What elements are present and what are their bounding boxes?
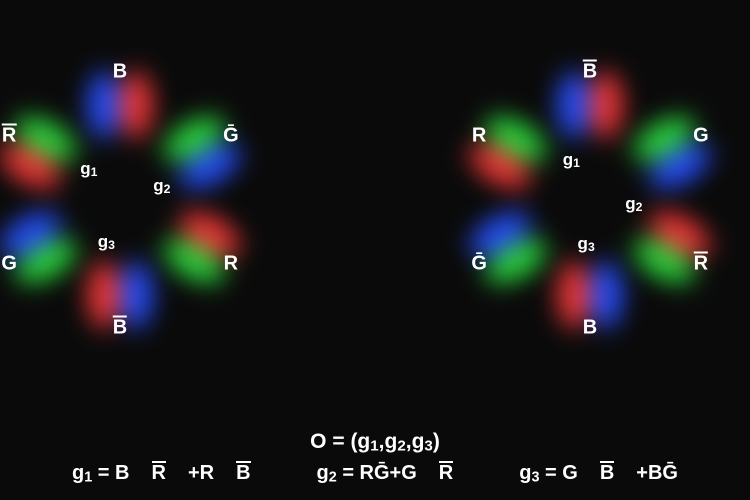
g-label: g3 <box>98 232 115 252</box>
petal-label: R <box>2 125 16 148</box>
g-label: g3 <box>578 234 595 254</box>
equation-row: g1 = BR+RBg2 = RḠ+GRg3 = GB+BḠ <box>0 462 750 486</box>
petal-label: B <box>583 317 597 340</box>
petal-label: B <box>113 317 127 340</box>
ring-left: Ḡ R B G R Bg1 g2 g3 <box>0 60 260 340</box>
petal-label: B <box>583 61 597 84</box>
g-label: g2 <box>153 176 170 196</box>
g-label: g2 <box>625 194 642 214</box>
equation-top: O = (g1,g2,g3) <box>0 430 750 455</box>
petal-label: Ḡ <box>471 253 487 276</box>
petal-label: B <box>113 61 127 84</box>
ring-right: G R B Ḡ R Bg1 g2 g3 <box>450 60 730 340</box>
petal-label: R <box>694 253 708 276</box>
g-label: g1 <box>563 150 580 170</box>
petal-label: R <box>224 253 238 276</box>
petal-label: Ḡ <box>223 125 239 148</box>
equations-block: O = (g1,g2,g3) g1 = BR+RBg2 = RḠ+GRg3 = … <box>0 430 750 486</box>
g-label: g1 <box>80 159 97 179</box>
petal-label: R <box>472 125 486 148</box>
petal-label: G <box>693 125 709 148</box>
petal-label: G <box>1 253 17 276</box>
